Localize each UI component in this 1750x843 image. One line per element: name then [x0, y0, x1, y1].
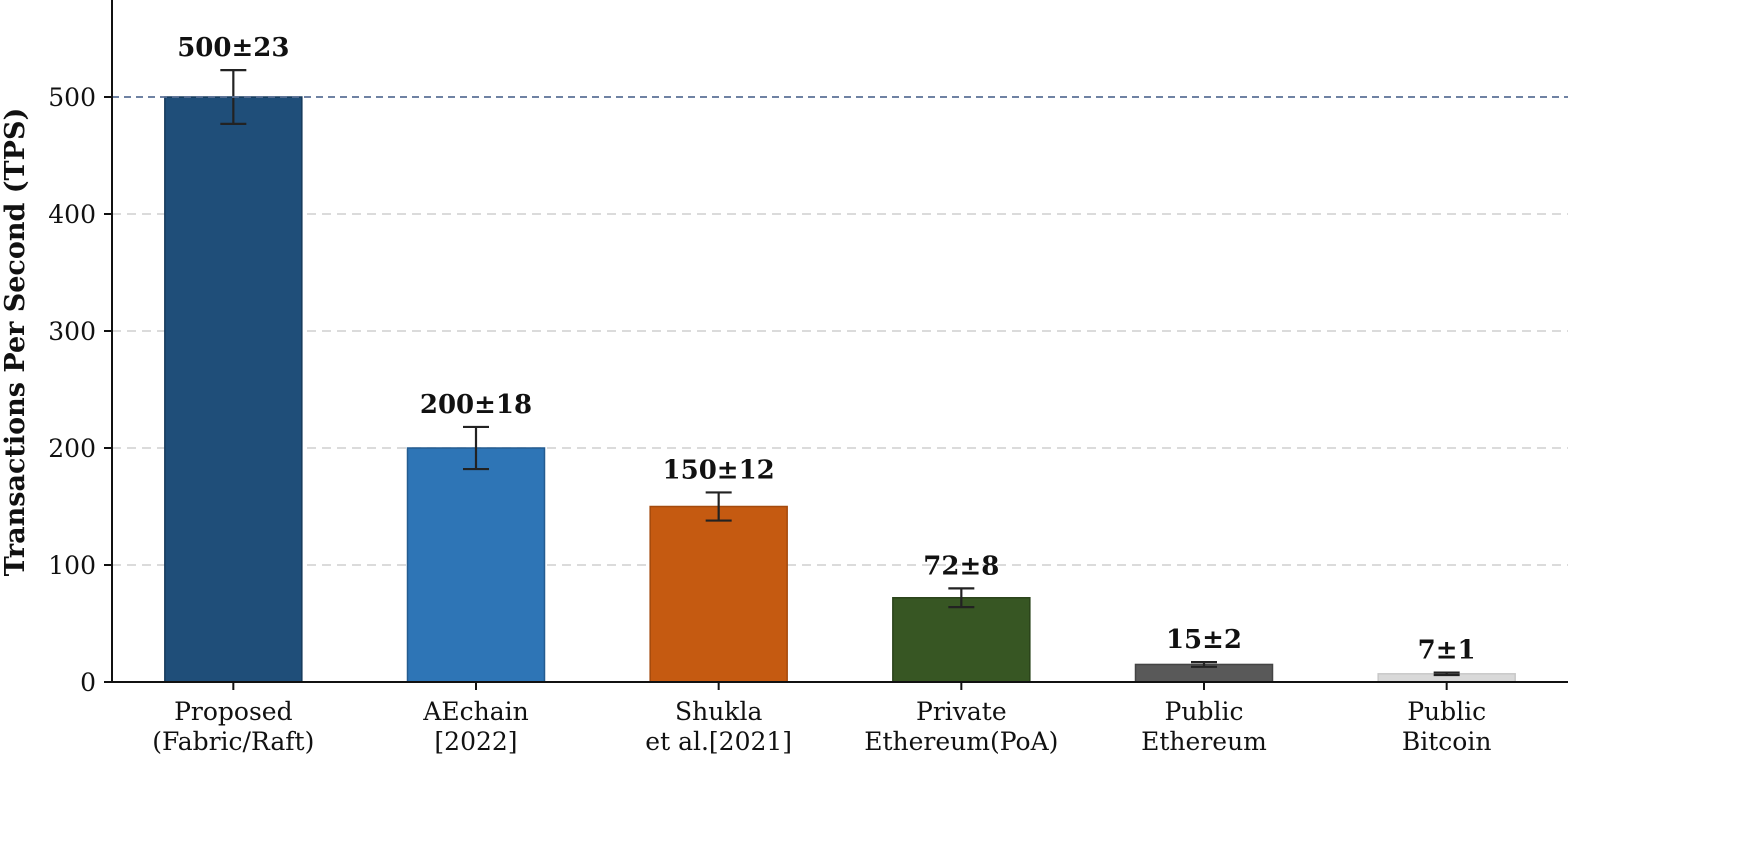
category-label-3-1: Ethereum(PoA): [864, 727, 1058, 756]
category-label-0-1: (Fabric/Raft): [152, 727, 314, 756]
category-label-4-0: Public: [1165, 697, 1244, 726]
category-label-1-1: [2022]: [434, 727, 517, 756]
error-bars: [220, 68, 1460, 677]
category-label-1-0: AEchain: [422, 697, 528, 726]
bars: [164, 96, 1516, 683]
y-axis-label: Transactions Per Second (TPS): [0, 108, 31, 576]
category-label-5-1: Bitcoin: [1402, 727, 1492, 756]
y-tick-label-500: 500: [48, 83, 96, 112]
bar-2: [649, 505, 788, 683]
gridlines: [112, 213, 1568, 566]
category-label-2-1: et al.[2021]: [645, 727, 792, 756]
data-label-2: 150±12: [663, 455, 775, 485]
y-tick-label-400: 400: [48, 200, 96, 229]
data-label-0: 500±23: [177, 33, 289, 63]
data-label-1: 200±18: [420, 390, 532, 420]
y-tick-label-200: 200: [48, 434, 96, 463]
category-label-0-0: Proposed: [174, 697, 293, 726]
data-label-5: 7±1: [1418, 636, 1476, 666]
category-label-5-0: Public: [1407, 697, 1486, 726]
data-label-4: 15±2: [1166, 625, 1242, 655]
data-label-3: 72±8: [923, 551, 999, 581]
category-label-3-0: Private: [916, 697, 1007, 726]
data-labels: 500±23 200±18 150±12 72±8 15±2 7±1: [177, 33, 1475, 666]
axes: Proposed(Fabric/Raft) AEchain[2022] Shukla…: [48, 0, 1568, 756]
bar-1: [406, 447, 546, 683]
y-tick-label-300: 300: [48, 317, 96, 346]
bar-0: [164, 96, 303, 683]
y-tick-label-100: 100: [48, 551, 96, 580]
category-label-2-0: Shukla: [675, 697, 762, 726]
category-label-4-1: Ethereum: [1141, 727, 1267, 756]
y-tick-label-0: 0: [80, 668, 96, 697]
bar-3: [892, 597, 1031, 683]
